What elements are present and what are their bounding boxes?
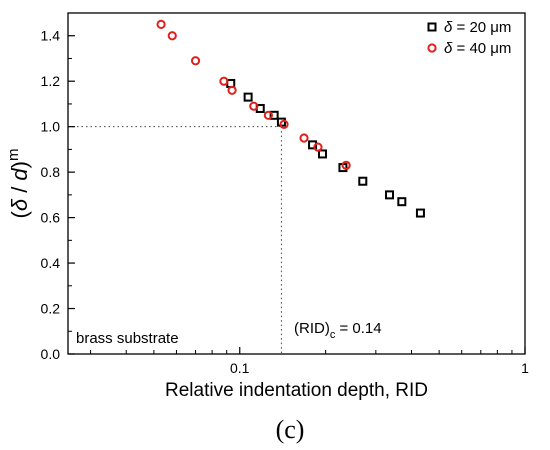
- y-title-slash: /: [7, 181, 32, 199]
- legend-symbol: δ: [444, 40, 453, 57]
- legend-symbol: δ: [444, 19, 453, 36]
- x-axis-title: Relative indentation depth, RID: [165, 380, 428, 401]
- axes: 0.0 0.2 0.4 0.6 0.8 1.0 1.2 1.4 0.1 1: [41, 28, 530, 376]
- circle-point: [341, 160, 351, 170]
- square-point: [385, 190, 395, 200]
- circle-point: [313, 142, 323, 152]
- y-tick-label: 0.8: [41, 164, 61, 180]
- square-point: [269, 110, 279, 120]
- critical-rid-subscript: c: [330, 329, 336, 341]
- circle-point: [263, 110, 273, 120]
- circle-point: [279, 119, 289, 129]
- x-tick-label: 0.1: [230, 360, 250, 376]
- y-tick-label: 1.4: [41, 28, 61, 44]
- circle-point: [299, 133, 309, 143]
- legend-value: = 40 μm: [452, 40, 511, 57]
- circle-point: [190, 56, 201, 66]
- y-title-delta: δ: [7, 198, 32, 211]
- y-title-open: (: [7, 210, 32, 218]
- critical-rid-main: (RID): [294, 320, 330, 337]
- y-tick-label: 1.2: [41, 73, 61, 89]
- legend-label: δ = 20 μm: [444, 19, 511, 36]
- legend-label: δ = 40 μm: [444, 40, 511, 57]
- y-title-close: ): [7, 161, 32, 168]
- legend: δ = 20 μmδ = 40 μm: [427, 19, 511, 57]
- series-1: [226, 78, 425, 218]
- square-point: [243, 92, 253, 102]
- legend-value: = 20 μm: [452, 19, 511, 36]
- square-point: [317, 149, 327, 159]
- circle-point: [219, 76, 229, 86]
- circle-point: [227, 85, 237, 95]
- legend-marker: [427, 43, 437, 53]
- legend-marker: [427, 22, 437, 32]
- x-tick-label: 1: [521, 360, 529, 376]
- y-title-d: d: [7, 168, 32, 181]
- substrate-annotation: brass substrate: [76, 330, 179, 347]
- y-tick-label: 0.0: [41, 346, 61, 362]
- y-tick-label: 0.2: [41, 301, 61, 317]
- y-tick-label: 0.6: [41, 210, 61, 226]
- circle-point: [249, 101, 259, 111]
- series-2: [156, 19, 351, 170]
- reference-lines: [68, 126, 282, 354]
- y-tick-label: 1.0: [41, 119, 61, 135]
- plot-frame: [67, 12, 526, 355]
- panel-label: (c): [276, 415, 305, 444]
- circle-point: [156, 19, 166, 29]
- data-points: [156, 19, 425, 218]
- critical-rid-annotation: (RID)c = 0.14: [294, 320, 382, 341]
- square-point: [397, 197, 407, 207]
- square-point: [358, 176, 368, 186]
- y-tick-label: 0.4: [41, 255, 61, 271]
- critical-rid-value: = 0.14: [335, 320, 381, 337]
- circle-point: [167, 31, 177, 41]
- square-point: [415, 208, 425, 218]
- y-axis-title: (δ / d)m: [5, 149, 32, 219]
- y-title-exponent: m: [5, 149, 22, 162]
